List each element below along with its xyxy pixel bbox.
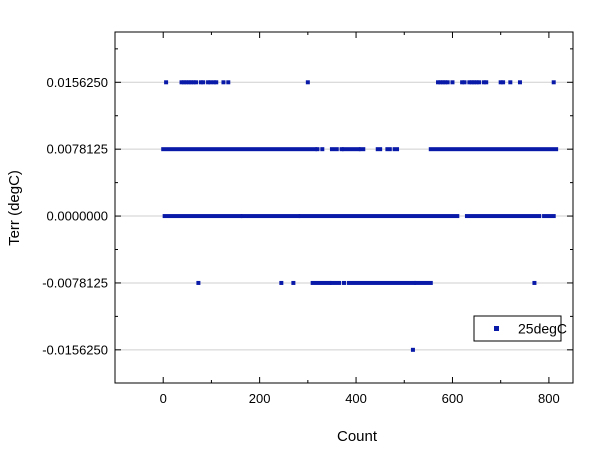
- data-point: [498, 80, 503, 85]
- x-tick-label: 600: [442, 391, 464, 406]
- data-point-run: [240, 214, 301, 219]
- plot-frame: [114, 31, 574, 384]
- data-point: [472, 80, 477, 85]
- data-point: [221, 80, 226, 85]
- data-point-run: [342, 147, 361, 152]
- data-point-run: [358, 147, 366, 152]
- data-point: [214, 80, 219, 85]
- y-tick-label: 0.0156250: [47, 75, 108, 90]
- data-points: [161, 80, 559, 352]
- data-point: [201, 80, 206, 85]
- data-point: [481, 80, 486, 85]
- data-point: [474, 80, 479, 85]
- data-point: [186, 80, 191, 85]
- data-point: [476, 80, 481, 85]
- x-axis-ticks: 0 200 400 600 800: [114, 32, 560, 406]
- data-point-run: [385, 147, 392, 152]
- x-tick-label: 800: [538, 391, 560, 406]
- data-point: [517, 80, 522, 85]
- data-point-run: [329, 147, 339, 152]
- y-tick-label: 0.0078125: [47, 142, 108, 157]
- data-point-run: [310, 280, 332, 285]
- data-point: [410, 347, 415, 352]
- y-tick-label: -0.0078125: [42, 275, 108, 290]
- data-point-run: [298, 214, 460, 219]
- data-point-run: [329, 280, 342, 285]
- data-point: [436, 80, 441, 85]
- data-point: [467, 80, 472, 85]
- data-point: [291, 280, 296, 285]
- legend-marker: [494, 326, 499, 331]
- x-tick-label: 0: [160, 391, 167, 406]
- data-point: [342, 280, 346, 285]
- data-point: [320, 147, 325, 152]
- data-point-run: [464, 214, 542, 219]
- data-point: [551, 80, 556, 85]
- data-point: [438, 80, 443, 85]
- data-point: [445, 80, 450, 85]
- data-point: [208, 80, 213, 85]
- data-point-run: [392, 147, 400, 152]
- data-point: [164, 80, 169, 85]
- y-axis-title: Terr (degC): [6, 170, 23, 246]
- data-point-run: [162, 214, 243, 219]
- x-tick-label: 200: [249, 391, 271, 406]
- data-point-run: [542, 214, 556, 219]
- data-point: [484, 80, 489, 85]
- data-point: [462, 80, 467, 85]
- data-point-run: [414, 280, 433, 285]
- data-point: [181, 80, 186, 85]
- data-point: [305, 80, 310, 85]
- data-point: [196, 280, 201, 285]
- data-point: [469, 80, 474, 85]
- y-tick-label: -0.0156250: [42, 342, 108, 357]
- y-tick-label: 0.0000000: [47, 209, 108, 224]
- data-point: [460, 80, 465, 85]
- x-tick-label: 400: [345, 391, 367, 406]
- data-point-run: [161, 147, 318, 152]
- legend-box: [473, 315, 562, 342]
- data-point: [279, 280, 284, 285]
- data-point: [532, 280, 537, 285]
- data-point: [450, 80, 455, 85]
- data-point: [189, 80, 194, 85]
- data-point: [184, 80, 189, 85]
- data-point: [508, 80, 513, 85]
- data-point: [339, 147, 344, 152]
- data-point: [211, 80, 216, 85]
- legend: 25degC: [473, 315, 567, 342]
- data-point: [206, 80, 211, 85]
- data-point: [193, 80, 198, 85]
- x-axis-title: Count: [337, 428, 378, 445]
- data-point: [191, 80, 196, 85]
- data-point-run: [375, 147, 383, 152]
- y-axis-ticks: 0.0156250 0.0078125 0.0000000 -0.0078125 -0.…: [42, 48, 573, 357]
- data-point: [226, 80, 231, 85]
- data-point: [179, 80, 184, 85]
- data-point-run: [346, 280, 416, 285]
- data-point: [443, 80, 448, 85]
- data-point: [315, 147, 320, 152]
- data-point: [198, 80, 203, 85]
- data-point: [440, 80, 445, 85]
- data-point-run: [428, 147, 559, 152]
- legend-label: 25degC: [518, 321, 567, 337]
- data-point: [501, 80, 506, 85]
